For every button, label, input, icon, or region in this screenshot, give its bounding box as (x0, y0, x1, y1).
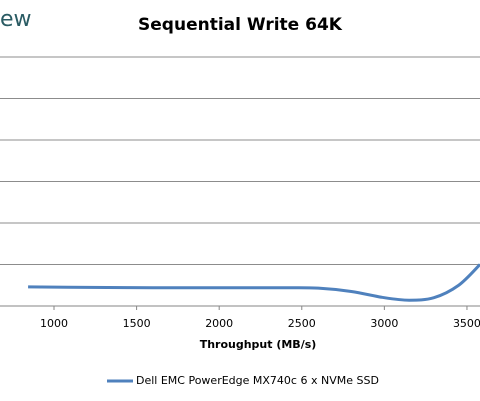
x-tick-label: 3500 (453, 317, 480, 330)
x-axis-label: Throughput (MB/s) (200, 338, 317, 351)
x-tick-label: 1500 (123, 317, 151, 330)
x-tick-label: 2000 (205, 317, 233, 330)
x-tick-label: 1000 (40, 317, 68, 330)
chart-title: Sequential Write 64K (138, 15, 343, 35)
data-line (28, 263, 480, 302)
x-tick-label: 3000 (370, 317, 398, 330)
x-tick-label: 2500 (288, 317, 316, 330)
legend-label: Dell EMC PowerEdge MX740c 6 x NVMe SSD (136, 374, 379, 387)
watermark: ew (0, 7, 32, 32)
